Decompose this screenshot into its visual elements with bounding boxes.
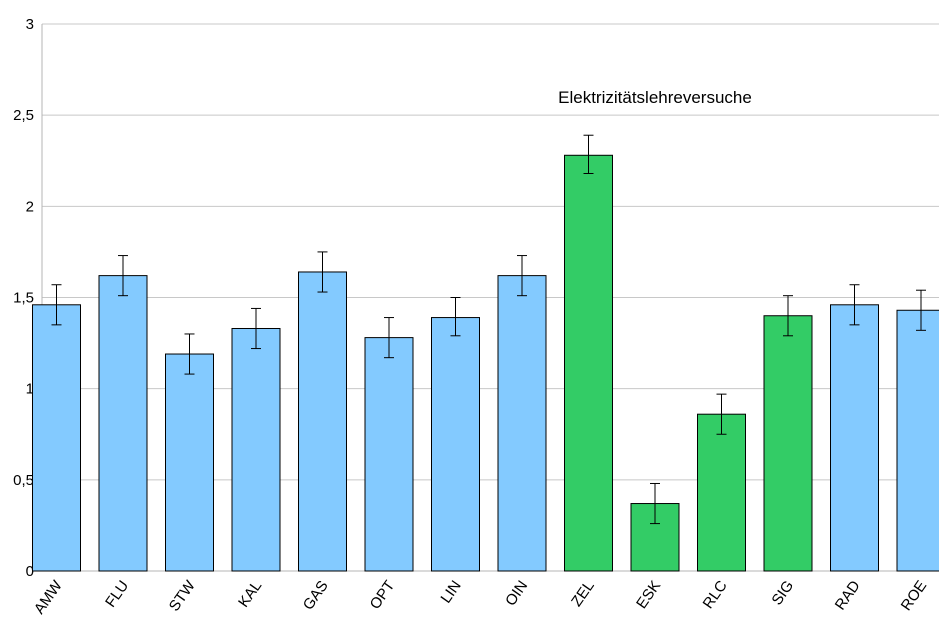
bar-zel bbox=[564, 154, 613, 572]
x-tick-label: RAD bbox=[832, 577, 864, 613]
x-tick-label: OPT bbox=[367, 578, 399, 613]
annotation-label: Elektrizitätslehreversuche bbox=[558, 88, 752, 107]
y-tick-label: 2 bbox=[26, 198, 34, 215]
bar-lin bbox=[431, 317, 480, 572]
y-tick-label: 2,5 bbox=[13, 107, 34, 124]
x-tick-label: ESK bbox=[633, 578, 664, 612]
y-tick-label: 3 bbox=[26, 16, 34, 33]
bar-amw bbox=[32, 304, 81, 572]
bar-opt bbox=[364, 337, 414, 572]
bar-kal bbox=[231, 327, 281, 572]
bar-stw bbox=[165, 353, 214, 572]
bar-rlc bbox=[697, 413, 746, 572]
x-tick-label: GAS bbox=[300, 578, 332, 614]
x-tick-label: LIN bbox=[437, 578, 464, 607]
x-tick-label: FLU bbox=[102, 578, 132, 611]
x-tick-label: ROE bbox=[898, 578, 931, 614]
x-tick-label: ZEL bbox=[568, 578, 598, 610]
x-tick-label: STW bbox=[166, 577, 200, 615]
x-tick-label: RLC bbox=[700, 577, 731, 611]
x-tick-label: OIN bbox=[502, 578, 531, 610]
bar-sig bbox=[763, 315, 813, 572]
x-tick-label: SIG bbox=[769, 578, 798, 609]
bar-rad bbox=[830, 304, 879, 572]
y-tick-label: 0,5 bbox=[13, 472, 34, 489]
x-tick-label: KAL bbox=[235, 578, 265, 611]
bar-gas bbox=[298, 271, 347, 572]
y-tick-label: 1,5 bbox=[13, 290, 34, 307]
bar-roe bbox=[896, 309, 939, 572]
bar-flu bbox=[98, 275, 148, 572]
y-tick-label: 0 bbox=[26, 563, 34, 580]
bar-oin bbox=[497, 275, 547, 572]
y-tick-label: 1 bbox=[26, 381, 34, 398]
x-tick-label: AMW bbox=[31, 577, 66, 617]
